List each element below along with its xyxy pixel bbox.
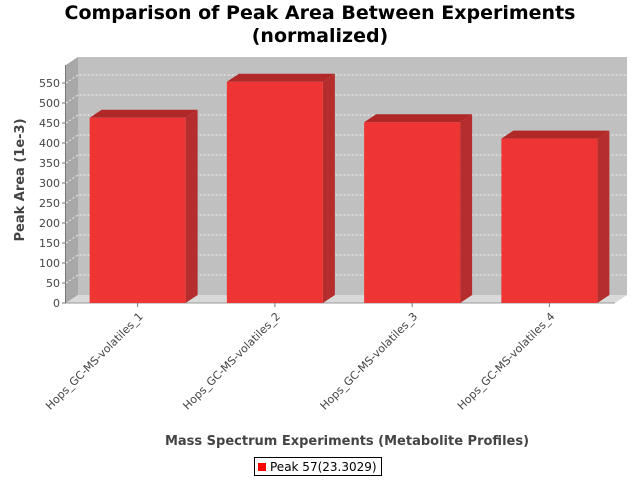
bar-side bbox=[185, 109, 198, 303]
y-tick-label: 50 bbox=[46, 277, 60, 290]
bar bbox=[501, 138, 598, 303]
y-tick-label: 100 bbox=[39, 257, 60, 270]
bar-side bbox=[322, 73, 335, 303]
y-tick-label: 500 bbox=[39, 97, 60, 110]
x-tick-label: Hops_GC-MS-volatiles_4 bbox=[455, 310, 558, 413]
plot-side-wall bbox=[66, 57, 78, 303]
y-tick-label: 550 bbox=[39, 77, 60, 90]
bar-side bbox=[597, 130, 610, 303]
x-tick-label: Hops_GC-MS-volatiles_1 bbox=[43, 310, 146, 413]
y-axis-label: Peak Area (1e-3) bbox=[13, 118, 28, 241]
chart-title: Comparison of Peak Area Between Experime… bbox=[0, 2, 640, 48]
y-axis: 0 50 100 150 200 250 300 350 400 450 500 550 bbox=[39, 65, 66, 310]
y-tick-label: 400 bbox=[39, 137, 60, 150]
y-tick-label: 350 bbox=[39, 157, 60, 170]
bar bbox=[89, 117, 186, 303]
plot-floor bbox=[66, 295, 627, 303]
legend: Peak 57(23.3029) bbox=[254, 457, 382, 476]
y-tick-label: 450 bbox=[39, 117, 60, 130]
y-tick-label: 250 bbox=[39, 197, 60, 210]
x-tick-label: Hops_GC-MS-volatiles_2 bbox=[180, 310, 283, 413]
grid-line bbox=[65, 74, 627, 84]
x-axis-label: Mass Spectrum Experiments (Metabolite Pr… bbox=[165, 434, 529, 449]
legend-label: Peak 57(23.3029) bbox=[270, 459, 377, 474]
bar-top bbox=[501, 130, 610, 139]
bar-top bbox=[364, 114, 473, 123]
x-tick-label: Hops_GC-MS-volatiles_3 bbox=[318, 310, 421, 413]
x-axis: Hops_GC-MS-volatiles_1 Hops_GC-MS-volatil… bbox=[43, 303, 557, 412]
grid-line bbox=[65, 94, 627, 104]
y-tick-label: 200 bbox=[39, 217, 60, 230]
chart-title-line-1: Comparison of Peak Area Between Experime… bbox=[64, 2, 576, 24]
bar-top bbox=[226, 73, 335, 82]
legend-swatch bbox=[258, 462, 266, 471]
bars bbox=[89, 73, 610, 303]
bar-top bbox=[89, 109, 198, 118]
bar bbox=[364, 122, 461, 303]
y-tick-label: 300 bbox=[39, 177, 60, 190]
y-tick-label: 150 bbox=[39, 237, 60, 250]
y-tick-label: 0 bbox=[53, 297, 60, 310]
chart-title-line-2: (normalized) bbox=[251, 25, 389, 47]
bar-side bbox=[460, 114, 473, 303]
bar bbox=[226, 81, 323, 303]
